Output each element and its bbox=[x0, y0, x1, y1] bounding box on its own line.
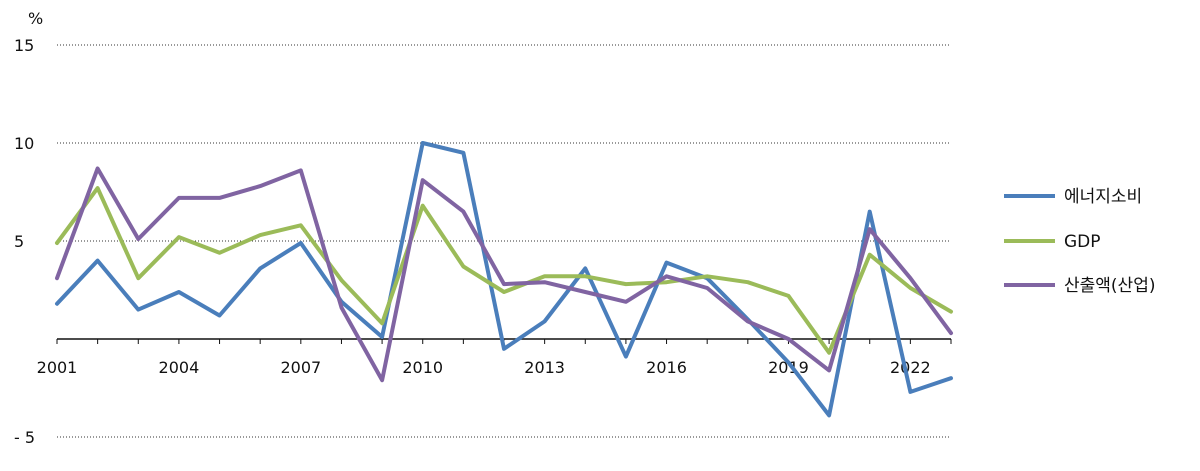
y-unit-label: % bbox=[28, 9, 43, 28]
y-tick-label: - 5 bbox=[14, 428, 35, 447]
y-tick-label: 15 bbox=[14, 36, 34, 55]
x-tick-label: 2019 bbox=[768, 358, 809, 377]
x-tick-label: 2010 bbox=[402, 358, 443, 377]
x-tick-label: 2016 bbox=[646, 358, 687, 377]
series-lines bbox=[55, 141, 953, 418]
legend: 에너지소비 GDP 산출액(산업) bbox=[1004, 187, 1155, 296]
legend-label: GDP bbox=[1064, 232, 1101, 252]
series-line-output bbox=[55, 166, 953, 383]
y-tick-label: 5 bbox=[14, 232, 24, 251]
x-tick-label: 2013 bbox=[524, 358, 565, 377]
axes: % 15 10 5 - 5 2001 2004 2007 2010 2013 2016 2019 202… bbox=[14, 9, 952, 447]
x-tick-label: 2001 bbox=[37, 358, 78, 377]
series-line-energy bbox=[55, 141, 953, 418]
x-tick-label: 2022 bbox=[890, 358, 931, 377]
series-line-gdp bbox=[55, 186, 953, 355]
legend-label: 에너지소비 bbox=[1064, 187, 1142, 207]
legend-label: 산출액(산업) bbox=[1064, 276, 1155, 296]
gridlines bbox=[57, 44, 951, 438]
x-tick-label: 2004 bbox=[159, 358, 200, 377]
y-tick-label: 10 bbox=[14, 134, 34, 153]
x-tick-label: 2007 bbox=[280, 358, 321, 377]
